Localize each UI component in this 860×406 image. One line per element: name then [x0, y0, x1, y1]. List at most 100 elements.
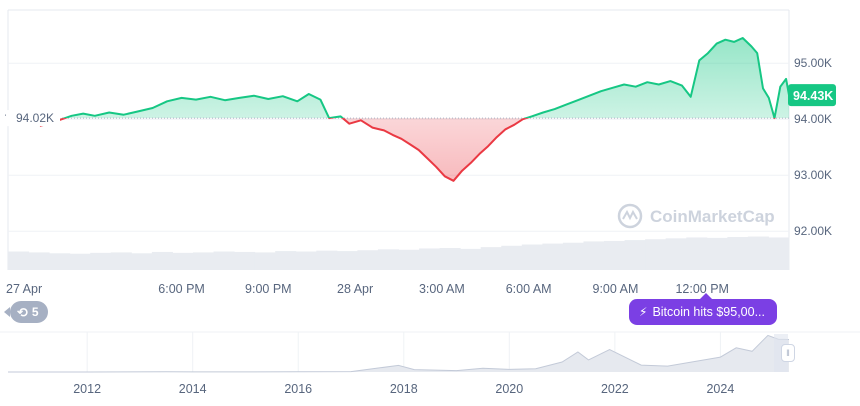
data-point[interactable] — [194, 98, 198, 102]
volume-bar — [131, 253, 153, 270]
data-point[interactable] — [611, 86, 615, 90]
x-tick-label: 28 Apr — [337, 282, 373, 296]
history-icon: ⟲ — [17, 304, 28, 320]
data-point[interactable] — [761, 86, 765, 90]
data-point[interactable] — [382, 128, 386, 132]
data-point[interactable] — [122, 113, 126, 117]
data-point[interactable] — [347, 122, 351, 126]
data-point[interactable] — [541, 110, 545, 114]
data-point[interactable] — [107, 110, 111, 114]
data-point[interactable] — [399, 137, 403, 141]
volume-bar — [645, 239, 667, 270]
data-point[interactable] — [495, 135, 499, 139]
data-point[interactable] — [451, 179, 455, 183]
volume-bar — [460, 248, 482, 270]
navigator-tick-label: 2024 — [706, 382, 734, 396]
data-point[interactable] — [434, 165, 438, 169]
data-point[interactable] — [425, 156, 429, 160]
data-point[interactable] — [512, 123, 516, 127]
data-point[interactable] — [266, 97, 270, 101]
baseline-label-bg — [4, 110, 60, 127]
data-point[interactable] — [417, 148, 421, 152]
grip-icon: ‖ — [786, 348, 790, 358]
volume-bar — [398, 249, 420, 270]
data-point[interactable] — [180, 96, 184, 100]
data-point[interactable] — [778, 85, 782, 89]
data-point[interactable] — [408, 142, 412, 146]
data-point[interactable] — [767, 96, 771, 100]
data-point[interactable] — [749, 44, 753, 48]
data-point[interactable] — [486, 144, 490, 148]
data-point[interactable] — [697, 58, 701, 62]
volume-bar — [439, 248, 461, 270]
data-point[interactable] — [587, 94, 591, 98]
data-point[interactable] — [784, 77, 788, 81]
data-point[interactable] — [70, 114, 74, 118]
volume-bar — [542, 243, 564, 270]
data-point[interactable] — [359, 118, 363, 122]
volume-bar — [275, 251, 297, 270]
history-count: 5 — [31, 305, 39, 319]
data-point[interactable] — [93, 114, 97, 118]
data-point[interactable] — [755, 51, 759, 55]
data-point[interactable] — [689, 95, 693, 99]
data-point[interactable] — [715, 42, 719, 46]
volume-bar — [419, 248, 441, 270]
data-point[interactable] — [741, 36, 745, 40]
data-point[interactable] — [327, 116, 331, 120]
area-fill-up — [65, 38, 789, 119]
volume-bar — [234, 251, 256, 270]
data-point[interactable] — [773, 116, 777, 120]
volume-bar — [665, 238, 687, 270]
volume-bar — [295, 251, 317, 270]
data-point[interactable] — [281, 94, 285, 98]
news-event-badge[interactable]: ⚡ Bitcoin hits $95,00... — [629, 293, 778, 325]
data-point[interactable] — [295, 99, 299, 103]
data-point[interactable] — [237, 96, 241, 100]
data-point[interactable] — [81, 112, 85, 116]
data-point[interactable] — [307, 92, 311, 96]
data-point[interactable] — [208, 95, 212, 99]
data-point[interactable] — [723, 38, 727, 42]
data-point[interactable] — [599, 89, 603, 93]
data-point[interactable] — [680, 84, 684, 88]
y-tick-label: 92.00K — [794, 224, 832, 238]
area-fill-down — [39, 118, 789, 181]
history-badge[interactable]: ⟲ 5 — [4, 301, 48, 323]
data-point[interactable] — [521, 117, 525, 121]
data-point[interactable] — [645, 80, 649, 84]
data-point[interactable] — [732, 40, 736, 44]
data-point[interactable] — [136, 109, 140, 113]
data-point[interactable] — [252, 94, 256, 98]
data-point[interactable] — [165, 99, 169, 103]
x-tick-label: 9:00 PM — [245, 282, 292, 296]
data-point[interactable] — [634, 85, 638, 89]
data-point[interactable] — [504, 127, 508, 131]
data-point[interactable] — [339, 114, 343, 118]
data-point[interactable] — [576, 98, 580, 102]
data-point[interactable] — [622, 82, 626, 86]
data-point[interactable] — [706, 51, 710, 55]
data-point[interactable] — [318, 98, 322, 102]
data-point[interactable] — [370, 126, 374, 130]
data-point[interactable] — [443, 174, 447, 178]
volume-bar — [583, 241, 605, 270]
data-point[interactable] — [657, 82, 661, 86]
data-point[interactable] — [553, 107, 557, 111]
data-point[interactable] — [223, 98, 227, 102]
navigator-tick-label: 2022 — [601, 382, 629, 396]
baseline-label: 94.02K — [16, 111, 54, 125]
data-point[interactable] — [530, 114, 534, 118]
data-point[interactable] — [564, 103, 568, 107]
data-point[interactable] — [469, 161, 473, 165]
data-point[interactable] — [391, 133, 395, 137]
range-slider-handle[interactable]: ‖ — [781, 344, 795, 362]
volume-bar — [686, 237, 708, 270]
data-point[interactable] — [477, 152, 481, 156]
data-point[interactable] — [460, 169, 464, 173]
data-point[interactable] — [151, 106, 155, 110]
data-point[interactable] — [668, 79, 672, 83]
navigator-tick-label: 2014 — [179, 382, 207, 396]
